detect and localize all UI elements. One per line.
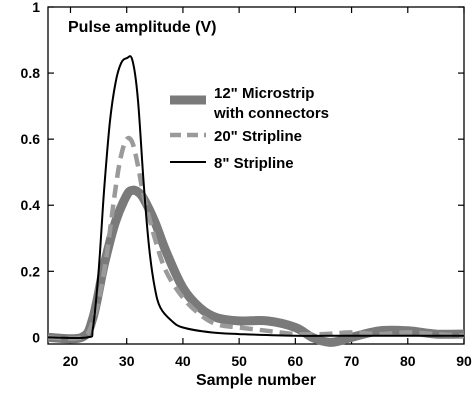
y-tick-label: 0	[32, 329, 40, 345]
y-tick-label: 0.8	[21, 65, 41, 81]
x-tick-label: 50	[231, 353, 247, 369]
x-tick-labels: 20 30 40 50 60 70 80 90	[63, 353, 472, 369]
x-tick-label: 40	[175, 353, 191, 369]
legend-label: 8" Stripline	[214, 155, 294, 172]
chart-title: Pulse amplitude (V)	[68, 19, 216, 36]
series-line-1	[47, 185, 465, 347]
x-tick-label: 70	[344, 353, 360, 369]
legend-label: 12" Microstrip	[214, 85, 314, 102]
series-layer	[47, 55, 465, 347]
y-tick-label: 0.4	[21, 197, 41, 213]
x-tick-label: 20	[63, 353, 79, 369]
y-tick-label: 1	[32, 0, 40, 15]
legend-label: with connectors	[213, 105, 329, 122]
series-line-3	[47, 55, 464, 340]
legend: 12" Microstrip with connectors 20" Stripli…	[170, 85, 329, 172]
plot-frame	[47, 6, 465, 345]
x-axis-label: Sample number	[196, 372, 316, 389]
x-tick-label: 60	[288, 353, 304, 369]
x-tick-label: 80	[400, 353, 416, 369]
y-tick-label: 0.2	[21, 263, 41, 279]
legend-label: 20" Stripline	[214, 128, 302, 145]
tick-marks	[48, 6, 465, 344]
x-tick-label: 90	[456, 353, 472, 369]
x-tick-label: 30	[119, 353, 135, 369]
y-tick-label: 0.6	[21, 131, 41, 147]
y-tick-labels: 0 0.2 0.4 0.6 0.8 1	[21, 0, 41, 345]
series-line-2	[47, 135, 465, 341]
